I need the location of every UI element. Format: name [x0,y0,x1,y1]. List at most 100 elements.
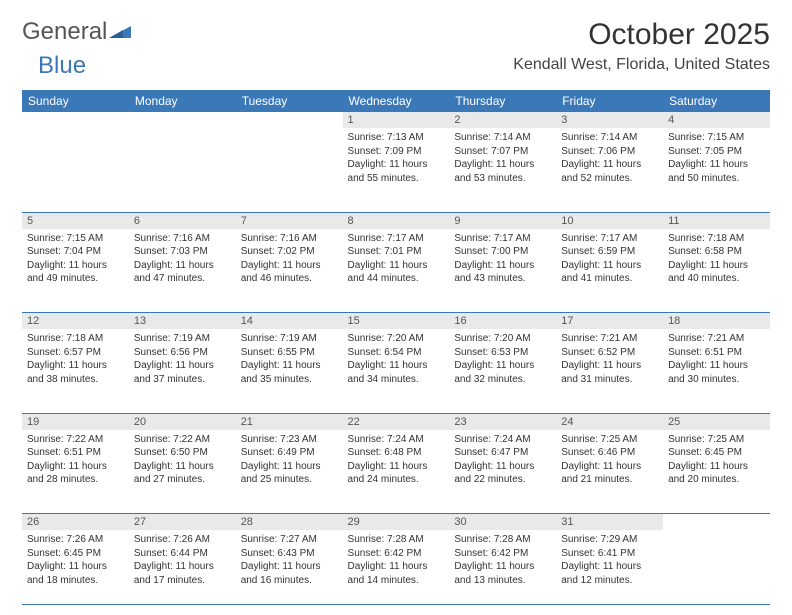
daylight-line: Daylight: 11 hours and 47 minutes. [134,259,231,286]
sunset-line: Sunset: 7:06 PM [561,145,658,159]
sunrise-line: Sunrise: 7:19 AM [241,332,338,346]
sunrise-line: Sunrise: 7:24 AM [454,433,551,447]
logo: General [22,18,133,46]
day-number-cell: 27 [129,514,236,531]
day-number-cell: 15 [343,313,450,330]
daylight-line: Daylight: 11 hours and 22 minutes. [454,460,551,487]
sunrise-line: Sunrise: 7:21 AM [668,332,765,346]
sunrise-line: Sunrise: 7:17 AM [454,232,551,246]
day-cell: Sunrise: 7:14 AMSunset: 7:07 PMDaylight:… [449,128,556,212]
day-cell: Sunrise: 7:24 AMSunset: 6:47 PMDaylight:… [449,430,556,514]
daylight-line: Daylight: 11 hours and 46 minutes. [241,259,338,286]
sunset-line: Sunset: 6:42 PM [454,547,551,561]
daylight-line: Daylight: 11 hours and 14 minutes. [348,560,445,587]
sunset-line: Sunset: 6:47 PM [454,446,551,460]
daylight-line: Daylight: 11 hours and 40 minutes. [668,259,765,286]
sunrise-line: Sunrise: 7:27 AM [241,533,338,547]
sunset-line: Sunset: 6:59 PM [561,245,658,259]
content-row: Sunrise: 7:18 AMSunset: 6:57 PMDaylight:… [22,329,770,413]
day-cell: Sunrise: 7:18 AMSunset: 6:58 PMDaylight:… [663,229,770,313]
day-number-cell: 17 [556,313,663,330]
weekday-header: Saturday [663,90,770,112]
daylight-line: Daylight: 11 hours and 13 minutes. [454,560,551,587]
sunset-line: Sunset: 6:53 PM [454,346,551,360]
daylight-line: Daylight: 11 hours and 34 minutes. [348,359,445,386]
day-cell: Sunrise: 7:29 AMSunset: 6:41 PMDaylight:… [556,530,663,604]
day-cell [663,530,770,604]
sunset-line: Sunset: 6:58 PM [668,245,765,259]
sunset-line: Sunset: 7:07 PM [454,145,551,159]
weekday-header-row: Sunday Monday Tuesday Wednesday Thursday… [22,90,770,112]
sunrise-line: Sunrise: 7:17 AM [348,232,445,246]
daylight-line: Daylight: 11 hours and 28 minutes. [27,460,124,487]
day-number-cell: 11 [663,212,770,229]
sunset-line: Sunset: 6:45 PM [668,446,765,460]
sunset-line: Sunset: 7:01 PM [348,245,445,259]
day-cell: Sunrise: 7:25 AMSunset: 6:46 PMDaylight:… [556,430,663,514]
day-cell [129,128,236,212]
day-number-cell: 30 [449,514,556,531]
daynum-row: 567891011 [22,212,770,229]
day-cell: Sunrise: 7:21 AMSunset: 6:51 PMDaylight:… [663,329,770,413]
day-cell: Sunrise: 7:17 AMSunset: 6:59 PMDaylight:… [556,229,663,313]
day-number-cell: 29 [343,514,450,531]
sunrise-line: Sunrise: 7:15 AM [668,131,765,145]
daylight-line: Daylight: 11 hours and 32 minutes. [454,359,551,386]
sunset-line: Sunset: 6:43 PM [241,547,338,561]
sunset-line: Sunset: 6:54 PM [348,346,445,360]
sunrise-line: Sunrise: 7:16 AM [241,232,338,246]
sunrise-line: Sunrise: 7:19 AM [134,332,231,346]
sunset-line: Sunset: 6:52 PM [561,346,658,360]
daylight-line: Daylight: 11 hours and 20 minutes. [668,460,765,487]
daynum-row: 262728293031 [22,514,770,531]
day-cell: Sunrise: 7:13 AMSunset: 7:09 PMDaylight:… [343,128,450,212]
daylight-line: Daylight: 11 hours and 30 minutes. [668,359,765,386]
daynum-row: 1234 [22,112,770,128]
daylight-line: Daylight: 11 hours and 38 minutes. [27,359,124,386]
daylight-line: Daylight: 11 hours and 35 minutes. [241,359,338,386]
daylight-line: Daylight: 11 hours and 17 minutes. [134,560,231,587]
weekday-header: Wednesday [343,90,450,112]
day-cell: Sunrise: 7:28 AMSunset: 6:42 PMDaylight:… [449,530,556,604]
daylight-line: Daylight: 11 hours and 43 minutes. [454,259,551,286]
sunset-line: Sunset: 7:00 PM [454,245,551,259]
sunrise-line: Sunrise: 7:16 AM [134,232,231,246]
logo-text-blue: Blue [38,52,86,79]
day-cell: Sunrise: 7:15 AMSunset: 7:04 PMDaylight:… [22,229,129,313]
day-number-cell: 8 [343,212,450,229]
sunrise-line: Sunrise: 7:23 AM [241,433,338,447]
sunset-line: Sunset: 7:04 PM [27,245,124,259]
day-number-cell: 3 [556,112,663,128]
day-number-cell: 23 [449,413,556,430]
day-number-cell: 26 [22,514,129,531]
sunset-line: Sunset: 6:57 PM [27,346,124,360]
day-number-cell: 18 [663,313,770,330]
daylight-line: Daylight: 11 hours and 24 minutes. [348,460,445,487]
day-cell [236,128,343,212]
day-cell: Sunrise: 7:28 AMSunset: 6:42 PMDaylight:… [343,530,450,604]
day-cell: Sunrise: 7:19 AMSunset: 6:55 PMDaylight:… [236,329,343,413]
sunset-line: Sunset: 6:44 PM [134,547,231,561]
sunrise-line: Sunrise: 7:14 AM [454,131,551,145]
daylight-line: Daylight: 11 hours and 18 minutes. [27,560,124,587]
weekday-header: Monday [129,90,236,112]
sunrise-line: Sunrise: 7:17 AM [561,232,658,246]
day-number-cell: 1 [343,112,450,128]
sunrise-line: Sunrise: 7:26 AM [27,533,124,547]
sunrise-line: Sunrise: 7:29 AM [561,533,658,547]
sunrise-line: Sunrise: 7:15 AM [27,232,124,246]
daylight-line: Daylight: 11 hours and 37 minutes. [134,359,231,386]
day-number-cell: 7 [236,212,343,229]
day-number-cell: 4 [663,112,770,128]
day-cell: Sunrise: 7:24 AMSunset: 6:48 PMDaylight:… [343,430,450,514]
day-number-cell: 16 [449,313,556,330]
day-cell: Sunrise: 7:20 AMSunset: 6:54 PMDaylight:… [343,329,450,413]
content-row: Sunrise: 7:15 AMSunset: 7:04 PM Daylight:… [22,229,770,313]
sunrise-line: Sunrise: 7:20 AM [454,332,551,346]
logo-triangle-icon [109,24,131,40]
day-cell: Sunrise: 7:22 AMSunset: 6:50 PMDaylight:… [129,430,236,514]
day-cell [22,128,129,212]
sunrise-line: Sunrise: 7:20 AM [348,332,445,346]
content-row: Sunrise: 7:22 AMSunset: 6:51 PMDaylight:… [22,430,770,514]
content-row: Sunrise: 7:13 AMSunset: 7:09 PMDaylight:… [22,128,770,212]
